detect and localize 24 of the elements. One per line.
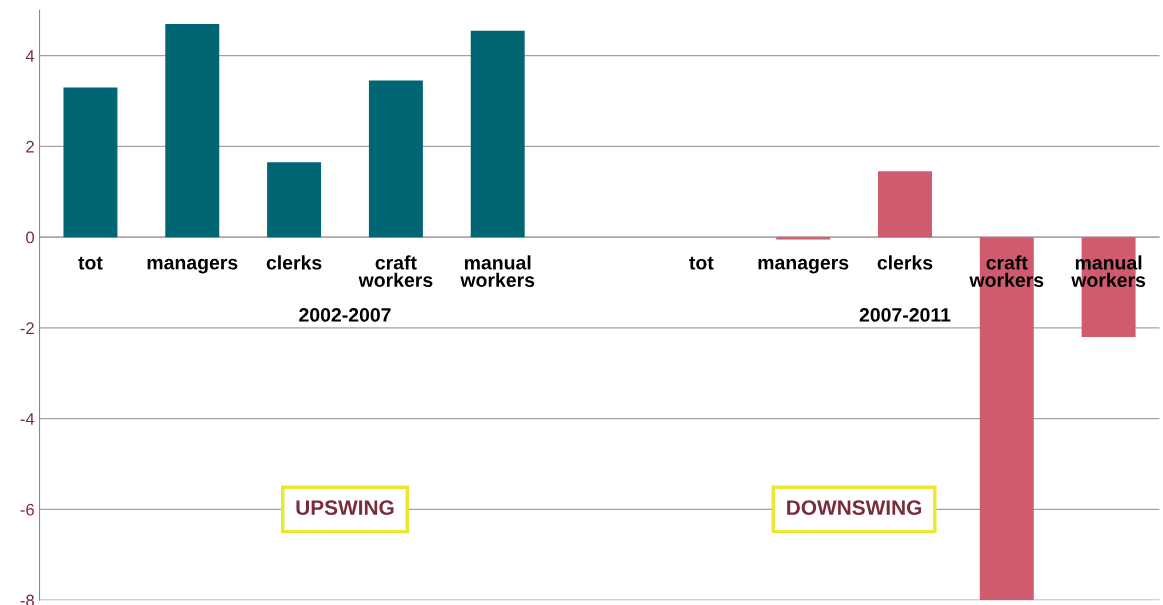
bar	[63, 87, 118, 238]
x-tick-label: tot	[689, 256, 714, 270]
bar	[368, 80, 423, 238]
y-tick-label: 0	[26, 231, 35, 244]
x-tick-label: managers	[147, 258, 238, 274]
y-tick-label: 4	[25, 50, 35, 62]
annotation: UPSWING	[296, 500, 394, 515]
x-tick-label: manual workers	[460, 255, 535, 288]
x-tick-label: craft workers	[358, 255, 433, 288]
y-tick-label: 2	[26, 140, 34, 153]
annotation: 2007-2011	[859, 308, 951, 322]
x-tick-label: clerks	[266, 255, 322, 270]
bar	[267, 162, 322, 238]
x-tick-label: tot	[78, 256, 103, 270]
bar	[165, 23, 220, 238]
bar	[877, 171, 932, 238]
annotation: 2002-2007	[299, 308, 391, 322]
x-tick-label: clerks	[877, 255, 933, 270]
annotation: DOWNSWING	[787, 500, 922, 515]
y-tick-label: -6	[20, 503, 34, 516]
x-tick-label: managers	[758, 258, 849, 274]
y-tick-label: -2	[20, 322, 34, 334]
bar	[470, 30, 525, 238]
y-tick-label: -4	[20, 413, 35, 425]
